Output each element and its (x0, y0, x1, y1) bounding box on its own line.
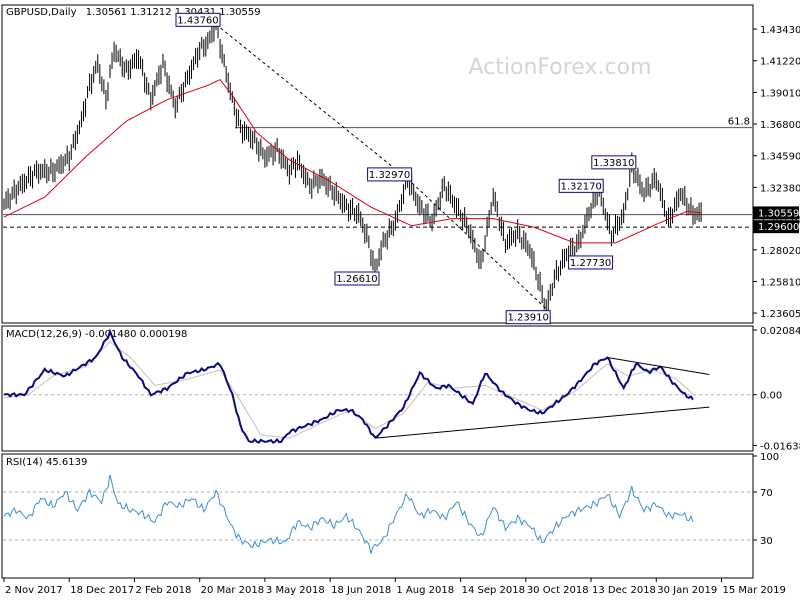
moving-average-line (3, 78, 702, 244)
support-price-tag (753, 220, 799, 234)
level-annotation-label: 1.27730 (570, 258, 611, 269)
x-tick-label: 20 Mar 2018 (201, 585, 264, 596)
macd-tick-label: 0.020848 (760, 326, 800, 337)
rsi-title: RSI(14) 45.6139 (6, 457, 87, 468)
price-tick-label: 1.41220 (760, 57, 800, 68)
price-tick-label: 1.39010 (760, 88, 800, 99)
dashed-trendline (215, 23, 408, 180)
rsi-tick-label: 70 (760, 488, 773, 499)
rsi-layer (3, 474, 752, 554)
level-annotation-label: 1.26610 (336, 274, 377, 285)
price-tick-label: 1.28020 (760, 246, 800, 257)
level-annotation-box (334, 271, 380, 286)
symbol-label: GBPUSD,Daily (6, 7, 77, 18)
x-tick-label: 1 Aug 2018 (396, 585, 454, 596)
price-panel-frame (1, 4, 754, 324)
price-title: GBPUSD,Daily 1.30561 1.31212 1.30431 1.3… (6, 7, 261, 18)
macd-trendline (374, 406, 710, 439)
level-annotation-box (558, 178, 604, 193)
current-price-value: 1.30559 (758, 208, 799, 219)
price-tick-label: 1.34590 (760, 152, 800, 163)
x-tick-label: 30 Jan 2019 (657, 585, 717, 596)
level-annotation-label: 1.32970 (369, 170, 410, 181)
macd-tick-label: 0.00 (760, 391, 782, 402)
level-annotation-box (175, 12, 221, 27)
x-tick-label: 14 Sep 2018 (462, 585, 525, 596)
x-tick-label: 15 Mar 2019 (723, 585, 786, 596)
dashed-trendline (407, 178, 547, 310)
level-annotation-label: 1.43760 (177, 15, 218, 26)
rsi-panel-frame (1, 453, 754, 579)
current-price-tag (753, 206, 799, 220)
rsi-tick-label: 30 (760, 536, 773, 547)
macd-panel-frame (1, 325, 754, 452)
level-annotation-box (505, 310, 551, 325)
support-price-value: 1.29600 (758, 222, 799, 233)
ohlc-values: 1.30561 1.31212 1.30431 1.30559 (86, 7, 261, 18)
x-tick-label: 18 Dec 2017 (70, 585, 134, 596)
watermark: ActionForex.com (469, 55, 652, 80)
x-tick-label: 30 Oct 2018 (527, 585, 589, 596)
rsi-line (3, 474, 694, 554)
price-tick-label: 1.25810 (760, 277, 800, 288)
x-tick-label: 3 May 2018 (266, 585, 325, 596)
level-annotation-box (591, 155, 637, 170)
x-tick-label: 18 Jun 2018 (331, 585, 391, 596)
macd-line (3, 328, 694, 444)
fib-level-label: 61.8 (728, 117, 750, 128)
level-annotation-label: 1.33810 (593, 158, 634, 169)
rsi-tick-label: 100 (760, 452, 779, 463)
price-tick-label: 1.36800 (760, 120, 800, 131)
price-tick-label: 1.23605 (760, 309, 800, 320)
level-annotation-box (367, 167, 413, 182)
macd-layer (3, 328, 752, 444)
x-tick-label: 13 Dec 2018 (592, 585, 656, 596)
macd-tick-label: -0.016389 (760, 442, 800, 453)
level-annotation-box (568, 255, 614, 270)
price-layer: 61.8 1.43760 1.32970 1.26610 1.23910 1.27730 1… (3, 12, 752, 325)
x-tick-label: 2 Nov 2017 (5, 585, 63, 596)
level-annotation-label: 1.23910 (508, 313, 549, 324)
price-tick-label: 1.32380 (760, 183, 800, 194)
level-annotation-label: 1.32170 (561, 181, 602, 192)
x-tick-label: 2 Feb 2018 (135, 585, 191, 596)
macd-title: MACD(12,26,9) -0.001480 0.000198 (6, 329, 187, 340)
macd-trendline (607, 356, 710, 376)
axis-layer: 1.43430 1.41220 1.39010 1.36800 1.34590 1.323… (3, 25, 800, 596)
price-tick-label: 1.43430 (760, 25, 800, 36)
macd-signal-line (3, 341, 694, 439)
